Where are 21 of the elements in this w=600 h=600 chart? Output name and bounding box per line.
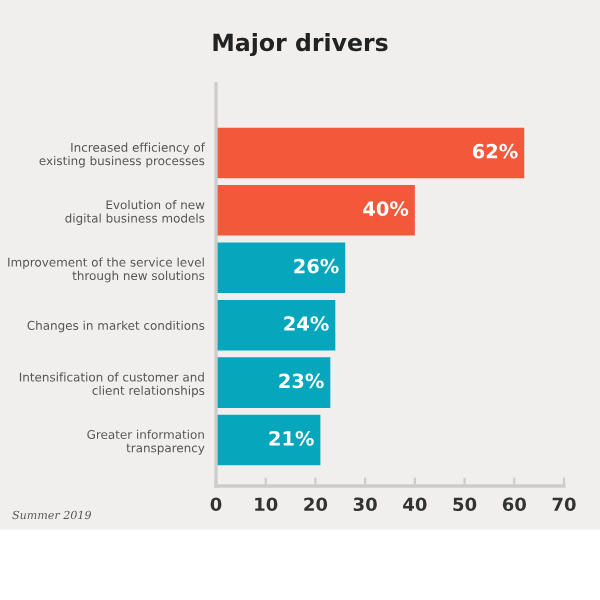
data-label: 21% — [269, 430, 314, 446]
data-label: 26% — [294, 258, 339, 274]
x-tick-label: 50 — [453, 497, 477, 512]
x-tick-label: 0 — [210, 497, 222, 512]
x-tick-label: 60 — [502, 497, 526, 512]
data-label: 23% — [279, 373, 324, 389]
x-tick-label: 20 — [304, 497, 328, 512]
bar — [216, 357, 331, 408]
data-label: 40% — [363, 201, 409, 216]
x-tick-label: 40 — [403, 497, 427, 512]
x-tick-label: 10 — [255, 497, 278, 512]
bar — [216, 299, 336, 351]
bar — [216, 127, 525, 179]
x-tick-label: 30 — [353, 497, 377, 512]
chart-title: Major drivers — [213, 33, 388, 57]
bar — [216, 414, 321, 466]
bar — [216, 185, 415, 236]
data-label: 24% — [284, 316, 329, 331]
data-label: 62% — [472, 143, 518, 159]
bar — [216, 242, 346, 294]
x-tick-label: 70 — [552, 497, 576, 512]
